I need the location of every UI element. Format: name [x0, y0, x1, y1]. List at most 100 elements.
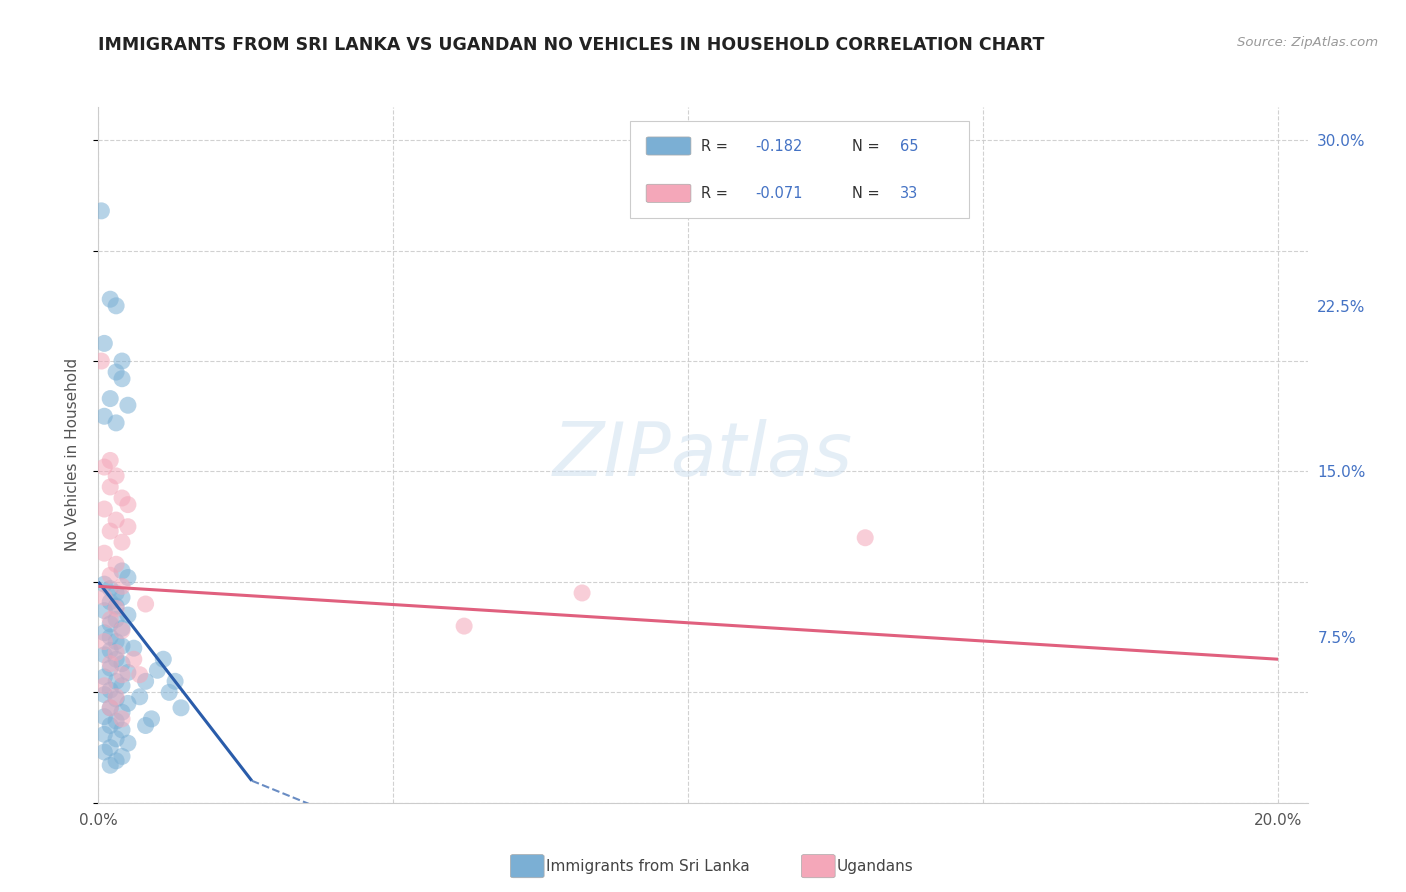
Point: [152, 652, 174, 666]
Point: [105, 558, 128, 572]
Point: [105, 612, 128, 626]
Point: [853, 531, 876, 545]
Point: [105, 692, 128, 706]
Point: [122, 641, 145, 656]
Point: [98, 701, 121, 715]
Y-axis label: No Vehicles in Household: No Vehicles in Household: [65, 359, 80, 551]
Point: [98, 453, 121, 467]
Point: [98, 718, 121, 732]
Point: [117, 736, 139, 750]
Point: [93, 546, 115, 560]
Point: [98, 661, 121, 675]
Point: [105, 469, 128, 483]
Point: [111, 354, 134, 368]
Point: [93, 670, 115, 684]
Text: IMMIGRANTS FROM SRI LANKA VS UGANDAN NO VEHICLES IN HOUSEHOLD CORRELATION CHART: IMMIGRANTS FROM SRI LANKA VS UGANDAN NO …: [98, 36, 1045, 54]
Point: [105, 674, 128, 689]
Point: [111, 621, 134, 635]
Point: [93, 604, 115, 618]
Point: [135, 674, 157, 689]
Point: [93, 591, 115, 605]
Point: [157, 685, 180, 699]
Point: [146, 663, 169, 677]
Text: Immigrants from Sri Lanka: Immigrants from Sri Lanka: [546, 859, 749, 873]
Point: [98, 292, 121, 306]
Point: [571, 586, 593, 600]
Point: [117, 697, 139, 711]
Point: [93, 634, 115, 648]
Point: [117, 519, 139, 533]
Text: ZIPatlas: ZIPatlas: [553, 419, 853, 491]
Point: [105, 513, 128, 527]
Point: [93, 709, 115, 723]
Point: [111, 712, 134, 726]
Text: 33: 33: [900, 186, 918, 201]
Point: [93, 336, 115, 351]
Point: [111, 591, 134, 605]
Point: [105, 652, 128, 666]
Point: [111, 372, 134, 386]
Point: [105, 714, 128, 728]
Point: [93, 625, 115, 640]
Point: [111, 624, 134, 638]
Point: [111, 705, 134, 719]
Point: [105, 690, 128, 704]
Point: [111, 579, 134, 593]
Point: [105, 754, 128, 768]
Point: [98, 630, 121, 644]
Point: [93, 745, 115, 759]
Text: R =: R =: [700, 138, 733, 153]
Point: [93, 648, 115, 662]
Point: [105, 586, 128, 600]
Point: [98, 740, 121, 755]
Point: [170, 701, 193, 715]
Point: [111, 535, 134, 549]
Point: [128, 667, 150, 681]
Point: [98, 643, 121, 657]
Point: [117, 608, 139, 623]
Point: [90, 354, 112, 368]
Point: [93, 460, 115, 475]
Point: [98, 657, 121, 671]
FancyBboxPatch shape: [647, 185, 690, 202]
Point: [98, 758, 121, 772]
Text: Ugandans: Ugandans: [837, 859, 914, 873]
Point: [117, 665, 139, 680]
Text: -0.071: -0.071: [755, 186, 803, 201]
Point: [93, 409, 115, 424]
Point: [93, 577, 115, 591]
Point: [111, 639, 134, 653]
Point: [135, 718, 157, 732]
Point: [111, 667, 134, 681]
Text: -0.182: -0.182: [755, 138, 803, 153]
Point: [105, 634, 128, 648]
Point: [98, 612, 121, 626]
Point: [135, 597, 157, 611]
Point: [98, 392, 121, 406]
Text: R =: R =: [700, 186, 733, 201]
FancyBboxPatch shape: [647, 137, 690, 155]
Point: [111, 657, 134, 671]
Point: [98, 582, 121, 596]
Point: [105, 731, 128, 746]
Point: [105, 599, 128, 614]
Point: [93, 727, 115, 741]
Point: [105, 299, 128, 313]
FancyBboxPatch shape: [630, 121, 969, 219]
Point: [111, 679, 134, 693]
Point: [90, 203, 112, 218]
Point: [105, 416, 128, 430]
Point: [105, 646, 128, 660]
Text: N =: N =: [852, 138, 884, 153]
Point: [93, 502, 115, 516]
Point: [98, 524, 121, 538]
Text: 65: 65: [900, 138, 918, 153]
Point: [117, 398, 139, 412]
Point: [105, 601, 128, 615]
Point: [141, 712, 163, 726]
Point: [98, 595, 121, 609]
Point: [105, 365, 128, 379]
Point: [98, 683, 121, 698]
Point: [111, 723, 134, 737]
Point: [122, 652, 145, 666]
